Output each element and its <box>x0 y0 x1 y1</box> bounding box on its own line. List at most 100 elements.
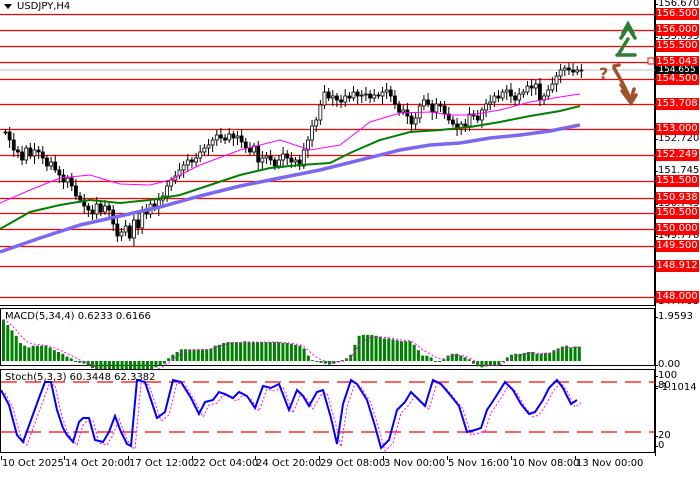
stoch-scale-label: 80 <box>658 380 671 391</box>
stoch-scale-tick <box>655 386 658 387</box>
price-scale-label: 152.720 <box>658 133 700 144</box>
stoch-signal-line <box>4 382 582 452</box>
level-price-label: 148.912 <box>655 260 699 272</box>
bearish-candle <box>231 133 236 139</box>
macd-histogram-bar <box>526 352 530 361</box>
time-tick <box>255 456 256 460</box>
bearish-candle <box>451 119 455 125</box>
macd-histogram-bar <box>501 361 505 362</box>
macd-histogram-bar <box>213 345 217 361</box>
time-label: 13 Nov 00:00 <box>576 458 644 469</box>
macd-histogram-bar <box>302 348 306 361</box>
macd-histogram-bar <box>285 343 289 361</box>
macd-histogram-bar <box>133 361 137 377</box>
price-scale-tick <box>655 4 658 5</box>
price-chart-panel[interactable]: USDJPY,H4 ? <box>0 0 655 306</box>
macd-histogram-bar <box>6 325 10 361</box>
bullish-candle <box>206 144 211 149</box>
macd-histogram-bar <box>505 357 509 361</box>
bullish-candle <box>372 94 377 99</box>
level-price-label: 156.500 <box>655 8 699 20</box>
macd-histogram-bar <box>27 347 31 361</box>
bearish-candle <box>409 115 414 125</box>
macd-histogram-bar <box>137 361 141 375</box>
bearish-candle <box>438 103 443 107</box>
macd-histogram-bar <box>154 361 158 368</box>
macd-scale-label: 1.9593 <box>658 311 693 322</box>
bullish-candle <box>185 159 190 166</box>
symbol-label: USDJPY,H4 <box>17 1 71 12</box>
bullish-candle <box>550 83 555 91</box>
symbol-title[interactable]: USDJPY,H4 <box>4 1 70 12</box>
macd-histogram-bar <box>171 354 175 361</box>
dropdown-triangle-icon[interactable] <box>4 3 12 9</box>
bullish-candle <box>123 225 128 233</box>
macd-histogram-bar <box>552 350 556 361</box>
macd-histogram-bar <box>167 358 171 361</box>
macd-histogram-bar <box>141 361 145 373</box>
bullish-candle <box>480 109 484 121</box>
bullish-candle <box>484 103 488 111</box>
ma-mid-line <box>0 105 581 230</box>
macd-histogram-bar <box>57 352 61 361</box>
macd-histogram-bar <box>188 349 192 361</box>
forecast-up-arrow-icon <box>615 20 637 57</box>
macd-histogram-bar <box>569 347 573 361</box>
price-plot: ? <box>0 13 655 299</box>
macd-histogram-bar <box>539 353 543 361</box>
macd-histogram-bar <box>40 345 44 361</box>
bullish-candle <box>364 93 368 96</box>
bearish-candle <box>40 151 45 159</box>
stoch-scale-tick <box>655 446 658 447</box>
bullish-candle <box>194 157 198 163</box>
stochastic-panel[interactable]: Stoch(5,3,3) 60.3448 62.3382 <box>0 369 656 453</box>
macd-scale-tick <box>655 317 658 318</box>
stochastic-plot <box>0 378 656 452</box>
macd-histogram-bar <box>217 344 221 361</box>
macd-histogram-bar <box>31 345 35 361</box>
price-scale-tick <box>655 171 658 172</box>
bearish-candle <box>136 219 140 229</box>
bearish-candle <box>538 83 542 101</box>
bullish-candle <box>119 231 124 237</box>
time-axis[interactable]: 10 Oct 2025 14 Oct 20:00 17 Oct 12:00 22 Oc… <box>0 456 655 476</box>
macd-histogram-bar <box>319 361 323 363</box>
bearish-candle <box>463 123 468 127</box>
bearish-candle <box>393 95 397 105</box>
macd-histogram-bar <box>353 344 357 361</box>
macd-histogram-bar <box>281 343 285 361</box>
bearish-candle <box>285 153 290 159</box>
time-label: 29 Oct 08:00 <box>320 458 386 469</box>
bullish-candle <box>177 169 182 177</box>
bullish-candle <box>434 103 439 113</box>
level-price-label: 153.000 <box>655 123 699 135</box>
macd-histogram-bar <box>234 342 238 361</box>
macd-histogram-bar <box>332 361 336 364</box>
bullish-candle <box>525 85 530 93</box>
macd-histogram-bar <box>150 361 154 370</box>
macd-panel[interactable]: MACD(5,34,4) 0.6233 0.6166 <box>0 308 655 379</box>
bullish-candle <box>343 95 348 103</box>
macd-histogram-bar <box>370 334 374 361</box>
macd-histogram-bar <box>556 348 560 361</box>
bearish-candle <box>28 147 33 157</box>
macd-histogram-bar <box>256 342 260 361</box>
macd-histogram-bar <box>412 344 416 361</box>
macd-plot <box>2 319 581 379</box>
macd-histogram-bar <box>522 352 526 361</box>
macd-histogram-bar <box>476 361 480 367</box>
macd-histogram-bar <box>61 353 65 361</box>
macd-histogram-bar <box>264 342 268 361</box>
macd-histogram-bar <box>518 353 522 361</box>
bullish-candle <box>575 69 580 73</box>
bearish-candle <box>289 157 294 163</box>
stoch-scale-tick <box>655 376 658 377</box>
macd-scale-label: 0.00 <box>658 359 681 370</box>
macd-histogram-bar <box>162 361 166 364</box>
macd-histogram-bar <box>378 336 382 361</box>
bullish-candle <box>517 93 522 101</box>
time-label: 10 Nov 08:00 <box>512 458 580 469</box>
time-tick <box>192 456 193 460</box>
bearish-candle <box>90 209 95 215</box>
bullish-candle <box>181 164 186 171</box>
